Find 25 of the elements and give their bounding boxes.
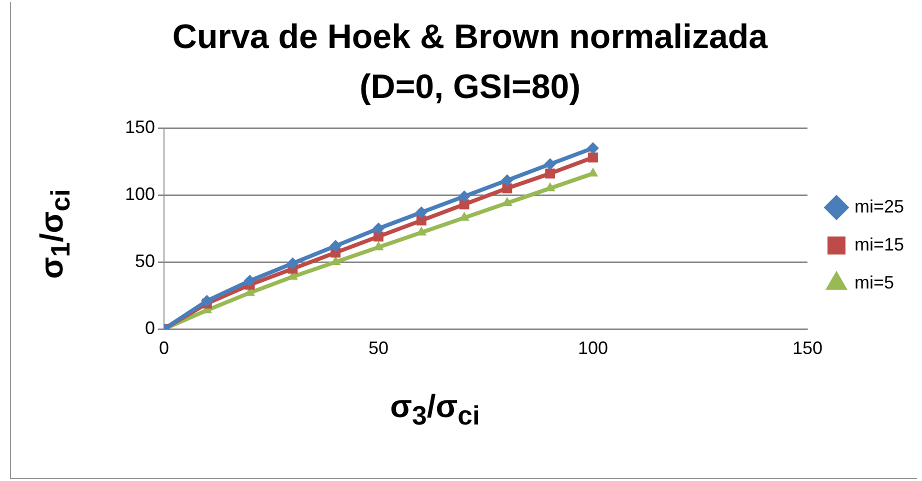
chart-title: Curva de Hoek & Brown normalizada (D=0, GSI=80) <box>171 17 769 108</box>
y-tick-label: 50 <box>134 250 155 271</box>
point <box>330 240 342 252</box>
y-tick-label: 0 <box>144 318 155 338</box>
point <box>372 222 384 234</box>
point <box>200 294 213 307</box>
x-tick-label: 150 <box>792 338 822 358</box>
point <box>501 174 514 186</box>
point <box>588 152 598 162</box>
legend-label: mi=15 <box>854 234 904 254</box>
y-tick-label: 150 <box>124 116 155 137</box>
point <box>586 142 599 154</box>
point <box>544 158 556 170</box>
point <box>286 257 299 270</box>
legend-label: mi=5 <box>854 272 894 292</box>
x-axis-title: σ$_{3}$/σ$_{ci}$ <box>389 388 481 432</box>
x-tick-label: 50 <box>368 338 389 358</box>
y-tick-label: 100 <box>124 184 155 204</box>
legend-label: mi=25 <box>854 196 904 216</box>
x-tick-label: 100 <box>578 338 608 358</box>
point <box>545 168 556 179</box>
point <box>244 274 256 287</box>
point <box>415 206 428 218</box>
point <box>458 190 470 202</box>
x-tick-label: 0 <box>158 338 170 358</box>
